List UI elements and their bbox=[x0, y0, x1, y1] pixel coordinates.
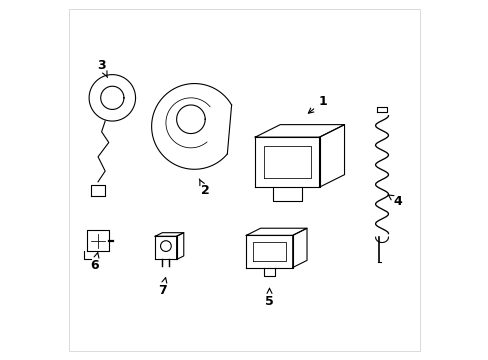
Text: 2: 2 bbox=[199, 179, 209, 197]
Text: 7: 7 bbox=[158, 278, 166, 297]
Text: 3: 3 bbox=[97, 59, 107, 77]
Text: 6: 6 bbox=[90, 253, 99, 272]
Text: 5: 5 bbox=[264, 288, 273, 308]
Text: 1: 1 bbox=[308, 95, 327, 113]
Text: 4: 4 bbox=[387, 195, 402, 208]
